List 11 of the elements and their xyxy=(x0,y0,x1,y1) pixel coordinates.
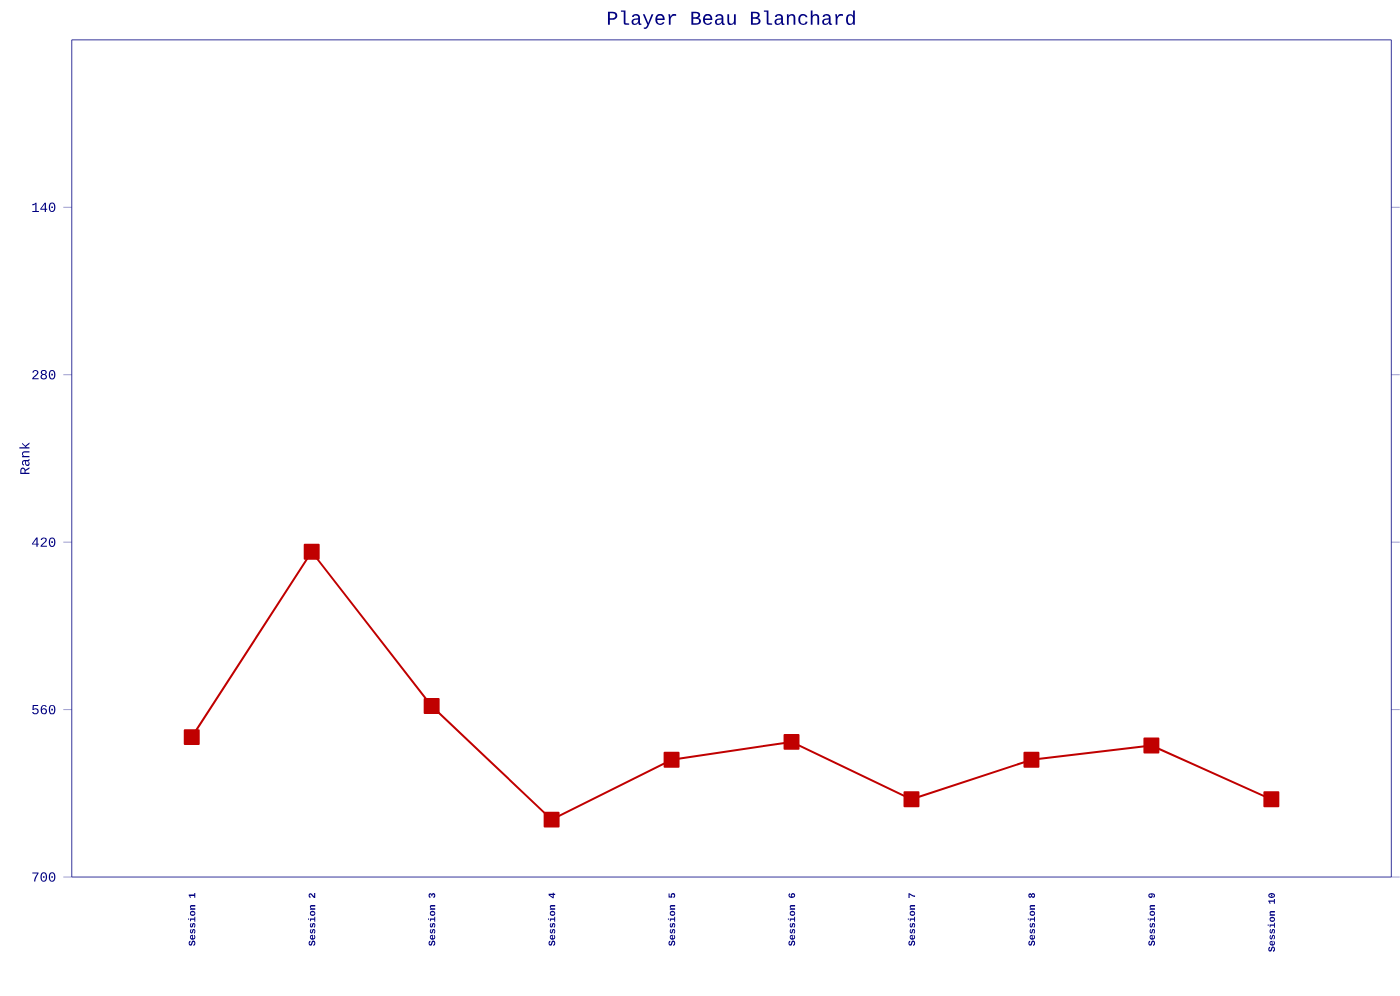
point xyxy=(1143,737,1160,754)
point xyxy=(1023,751,1040,768)
chart-title: Player Beau Blanchard xyxy=(607,10,855,29)
point xyxy=(903,791,920,807)
point xyxy=(783,733,800,750)
point xyxy=(303,543,320,560)
point xyxy=(423,697,440,714)
point xyxy=(1263,791,1280,807)
point xyxy=(663,751,680,768)
point xyxy=(183,728,200,745)
point xyxy=(543,811,560,828)
